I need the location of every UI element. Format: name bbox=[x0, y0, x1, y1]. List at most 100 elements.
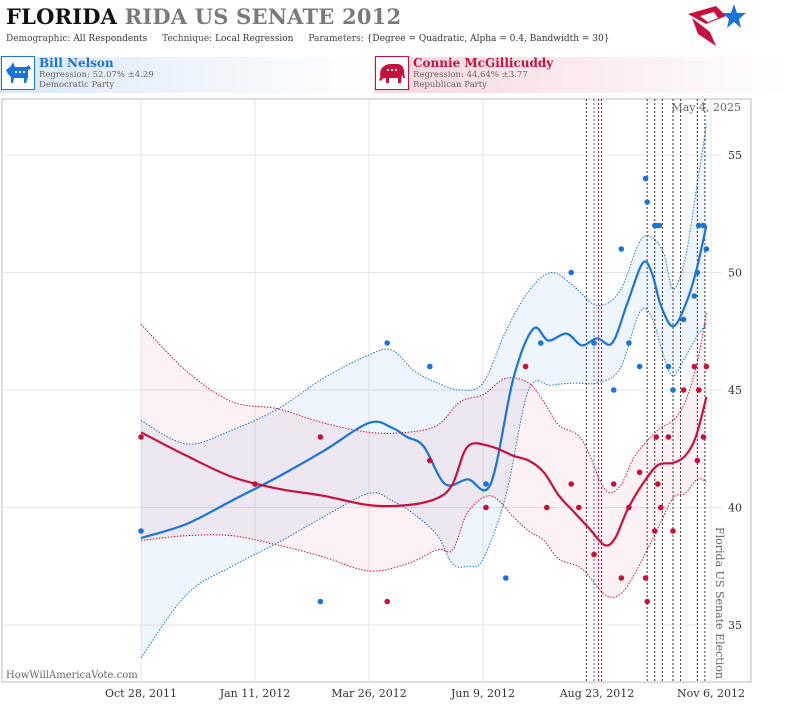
poll-point bbox=[626, 340, 632, 346]
technique-label: Technique: bbox=[162, 34, 213, 44]
poll-point bbox=[538, 340, 544, 346]
x-tick-label: Mar 26, 2012 bbox=[331, 687, 407, 700]
poll-point bbox=[636, 469, 643, 476]
poll-point bbox=[680, 316, 687, 323]
poll-point bbox=[665, 434, 672, 440]
y-tick-label: 50 bbox=[728, 267, 742, 280]
poll-point bbox=[642, 175, 649, 182]
trend-lines bbox=[140, 225, 708, 547]
trend-line bbox=[140, 396, 708, 547]
poll-point bbox=[691, 363, 698, 370]
candidate-band-background bbox=[0, 57, 789, 93]
poll-point bbox=[610, 387, 617, 393]
poll-point bbox=[591, 340, 597, 346]
poll-point bbox=[610, 481, 617, 487]
poll-point bbox=[618, 246, 625, 252]
poll-point bbox=[252, 481, 258, 487]
trend-line bbox=[140, 225, 708, 540]
poll-point bbox=[655, 481, 661, 487]
poll-point bbox=[653, 434, 660, 440]
poll-point bbox=[644, 598, 650, 605]
election-label: Florida US Senate Election bbox=[713, 527, 726, 679]
confidence-bands bbox=[140, 124, 707, 659]
lower-bound-line bbox=[140, 307, 707, 659]
technique-value: Local Regression bbox=[215, 34, 294, 44]
poll-point bbox=[568, 481, 574, 487]
candidate-regression: Regression: 52.07% ±4.29 bbox=[39, 70, 154, 80]
candidate-band: Bill Nelson Regression: 52.07% ±4.29 Dem… bbox=[0, 55, 789, 95]
poll-point bbox=[703, 246, 710, 252]
candidate-name: Connie McGillicuddy bbox=[413, 56, 554, 70]
x-tick-label: Nov 6, 2012 bbox=[677, 687, 745, 700]
poll-point bbox=[317, 598, 324, 605]
demographic-label: Demographic: bbox=[6, 34, 71, 44]
demographic-value: All Respondents bbox=[73, 34, 148, 44]
title-race: RIDA US SENATE 2012 bbox=[124, 4, 402, 29]
poll-point bbox=[696, 222, 702, 229]
parameters-value: {Degree = Quadratic, Alpha = 0.4, Bandwi… bbox=[366, 34, 610, 44]
donkey-icon bbox=[1, 56, 35, 90]
x-tick-label: Jun 9, 2012 bbox=[450, 687, 515, 700]
x-tick-label: Aug 23, 2012 bbox=[559, 687, 635, 700]
poll-point bbox=[427, 457, 433, 464]
poll-point bbox=[384, 598, 391, 605]
poll-point bbox=[700, 222, 707, 229]
x-axis: Oct 28, 2011 Jan 11, 2012 Mar 26, 2012 Jun … bbox=[105, 687, 745, 700]
poll-point bbox=[652, 528, 658, 534]
candidate-party: Republican Party bbox=[413, 80, 487, 90]
poll-points bbox=[138, 175, 710, 605]
render-date: May 4, 2025 bbox=[671, 101, 741, 114]
candidate-card-republican[interactable]: Connie McGillicuddy Regression: 44.64% ±… bbox=[375, 55, 775, 95]
poll-point bbox=[636, 363, 643, 370]
y-tick-label: 40 bbox=[728, 502, 742, 515]
poll-point bbox=[317, 434, 324, 440]
poll-point bbox=[522, 363, 529, 370]
poll-point bbox=[544, 504, 550, 511]
event-lines bbox=[585, 99, 706, 682]
candidate-party: Democratic Party bbox=[39, 80, 115, 90]
candidate-name: Bill Nelson bbox=[39, 56, 114, 70]
poll-point bbox=[696, 387, 702, 393]
poll-point bbox=[691, 293, 698, 299]
x-tick-label: Oct 28, 2011 bbox=[105, 687, 177, 700]
poll-point bbox=[642, 575, 649, 581]
poll-point bbox=[618, 575, 625, 581]
poll-point bbox=[591, 551, 597, 558]
poll-point bbox=[483, 481, 489, 487]
parameters-label: Parameters: bbox=[308, 34, 364, 44]
poll-point bbox=[694, 269, 701, 276]
y-tick-label: 55 bbox=[728, 149, 742, 162]
poll-point bbox=[138, 528, 144, 534]
lower-bound-line bbox=[140, 478, 707, 598]
y-tick-label: 45 bbox=[728, 384, 742, 397]
confidence-band bbox=[141, 124, 707, 658]
poll-point bbox=[384, 340, 391, 346]
poll-point bbox=[576, 504, 582, 511]
page-title: FLORIDA RIDA US SENATE 2012 bbox=[6, 4, 401, 29]
x-tick-label: Jan 11, 2012 bbox=[219, 687, 291, 700]
poll-point bbox=[483, 504, 489, 511]
poll-point bbox=[694, 457, 701, 464]
poll-point bbox=[703, 363, 710, 370]
poll-point bbox=[626, 504, 632, 511]
poll-point bbox=[656, 222, 663, 229]
poll-point bbox=[503, 575, 509, 581]
poll-point bbox=[680, 387, 687, 393]
poll-point bbox=[644, 199, 650, 205]
poll-point bbox=[568, 269, 574, 276]
y-axis: 35 40 45 50 55 bbox=[728, 149, 742, 632]
header: FLORIDA RIDA US SENATE 2012 Demographic:… bbox=[0, 0, 789, 50]
elephant-icon bbox=[375, 56, 409, 90]
site-logo[interactable] bbox=[686, 2, 746, 50]
y-tick-label: 35 bbox=[728, 619, 742, 632]
upper-bound-line bbox=[140, 312, 707, 494]
parameters-line: Demographic: All Respondents Technique: … bbox=[6, 34, 609, 44]
poll-point bbox=[138, 434, 144, 440]
site-watermark: HowWillAmericaVote.com bbox=[6, 670, 138, 681]
candidate-card-democrat[interactable]: Bill Nelson Regression: 52.07% ±4.29 Dem… bbox=[1, 55, 361, 95]
candidate-regression: Regression: 44.64% ±3.77 bbox=[413, 70, 528, 80]
upper-bound-line bbox=[140, 124, 707, 445]
poll-point bbox=[670, 528, 676, 534]
confidence-band bbox=[141, 312, 707, 598]
